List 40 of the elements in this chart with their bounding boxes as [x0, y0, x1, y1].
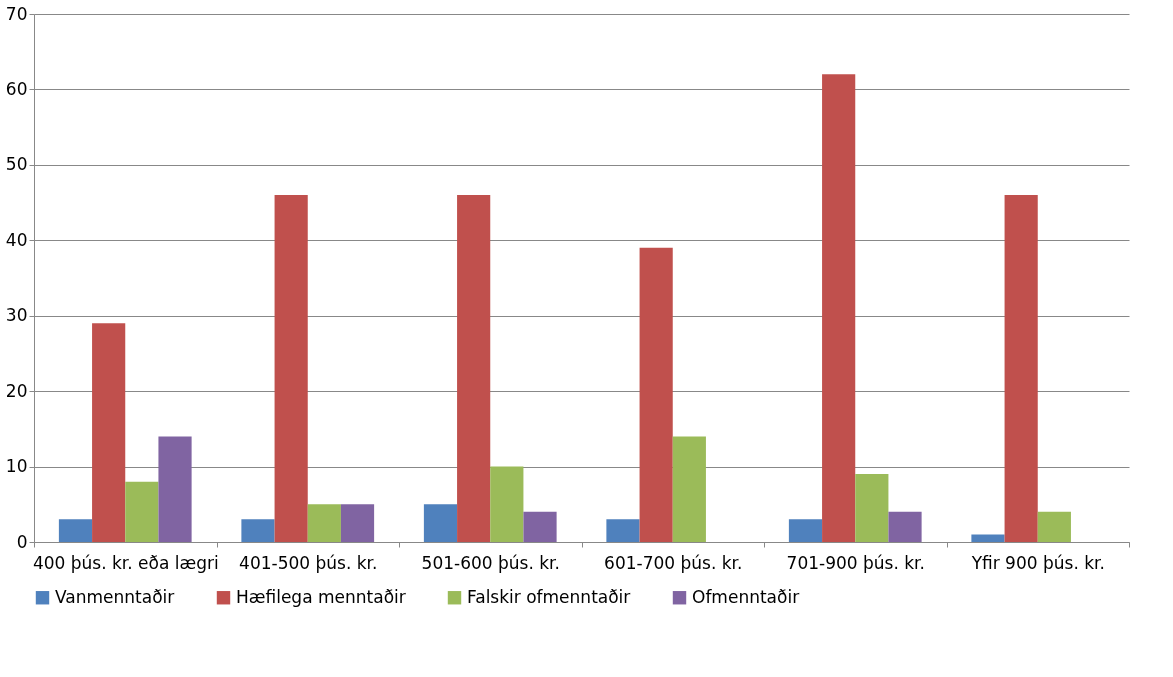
- bar: [523, 511, 557, 542]
- y-tick-label: 30: [5, 305, 28, 326]
- bar: [125, 481, 159, 542]
- bar: [307, 504, 341, 542]
- bar: [672, 436, 706, 542]
- bar: [158, 436, 192, 542]
- y-tick-label: 40: [5, 229, 28, 250]
- y-tick-label: 10: [5, 456, 28, 477]
- x-tick-label: 701-900 þús. kr.: [786, 552, 925, 573]
- y-tick-label: 20: [5, 380, 28, 401]
- bar: [822, 74, 856, 542]
- x-tick-label: 601-700 þús. kr.: [604, 552, 743, 573]
- legend-label: Falskir ofmenntaðir: [467, 586, 631, 607]
- bar: [340, 504, 375, 542]
- legend-label: Vanmenntaðir: [55, 586, 175, 607]
- bar: [423, 504, 458, 542]
- bar: [788, 519, 823, 542]
- bar: [888, 511, 922, 542]
- bar: [92, 323, 126, 542]
- legend-label: Hæfilega menntaðir: [236, 586, 406, 607]
- y-tick-label: 0: [16, 531, 28, 552]
- legend-label: Ofmenntaðir: [692, 586, 800, 607]
- bar: [1037, 511, 1071, 542]
- bar: [1004, 195, 1038, 542]
- bar: [241, 519, 275, 542]
- bar: [606, 519, 640, 542]
- bar: [457, 195, 491, 542]
- bar: [855, 474, 889, 542]
- y-tick-label: 60: [5, 78, 28, 99]
- y-tick-label: 70: [5, 3, 28, 24]
- bar: [639, 247, 673, 542]
- x-tick-label: 401-500 þús. kr.: [239, 552, 378, 573]
- x-tick-label: Yfir 900 þús. kr.: [970, 552, 1105, 573]
- bar: [490, 466, 524, 542]
- y-tick-label: 50: [5, 154, 28, 175]
- bar: [971, 534, 1005, 542]
- x-tick-label: 501-600 þús. kr.: [421, 552, 560, 573]
- x-tick-label: 400 þús. kr. eða lægri: [32, 552, 219, 573]
- bar: [274, 195, 308, 542]
- bar: [58, 519, 93, 542]
